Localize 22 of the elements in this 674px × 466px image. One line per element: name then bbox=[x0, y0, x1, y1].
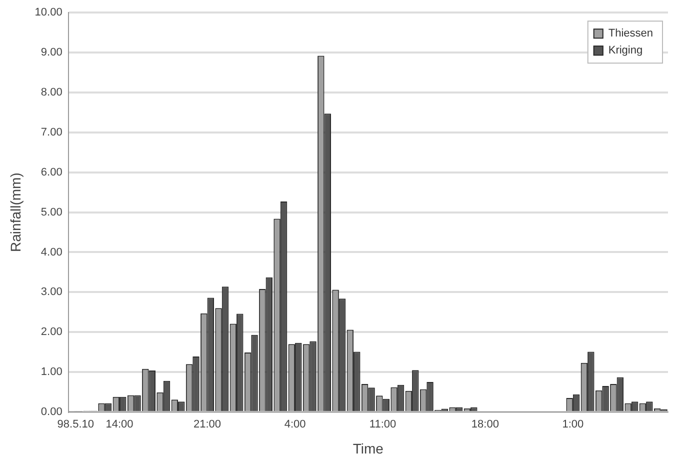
y-tick-label: 10.00 bbox=[34, 6, 62, 19]
x-tick-label: 21:00 bbox=[194, 418, 222, 431]
x-tick-label: 14:00 bbox=[106, 418, 134, 431]
legend-label: Kriging bbox=[608, 44, 643, 57]
y-tick-label: 7.00 bbox=[40, 126, 62, 138]
x-tick-label: 11:00 bbox=[369, 418, 396, 431]
y-tick-label: 0.00 bbox=[40, 406, 62, 418]
y-tick-label: 2.00 bbox=[40, 326, 62, 338]
y-tick-label: 6.00 bbox=[40, 166, 62, 178]
y-tick-label: 1.00 bbox=[40, 366, 62, 378]
y-tick-label: 5.00 bbox=[40, 206, 62, 218]
x-tick-label: 98.5.10 bbox=[57, 418, 94, 431]
y-axis-title: Rainfall(mm) bbox=[7, 172, 24, 252]
x-tick-label: 1:00 bbox=[562, 418, 584, 431]
y-tick-label: 8.00 bbox=[40, 86, 62, 99]
y-tick-label: 3.00 bbox=[40, 286, 62, 298]
y-tick-label: 9.00 bbox=[40, 46, 62, 59]
x-tick-label: 18:00 bbox=[471, 418, 499, 431]
legend-label: Thiessen bbox=[608, 28, 654, 40]
x-axis-title: Time bbox=[352, 440, 384, 456]
y-tick-label: 4.00 bbox=[40, 246, 62, 258]
x-tick-label: 4:00 bbox=[284, 418, 306, 431]
